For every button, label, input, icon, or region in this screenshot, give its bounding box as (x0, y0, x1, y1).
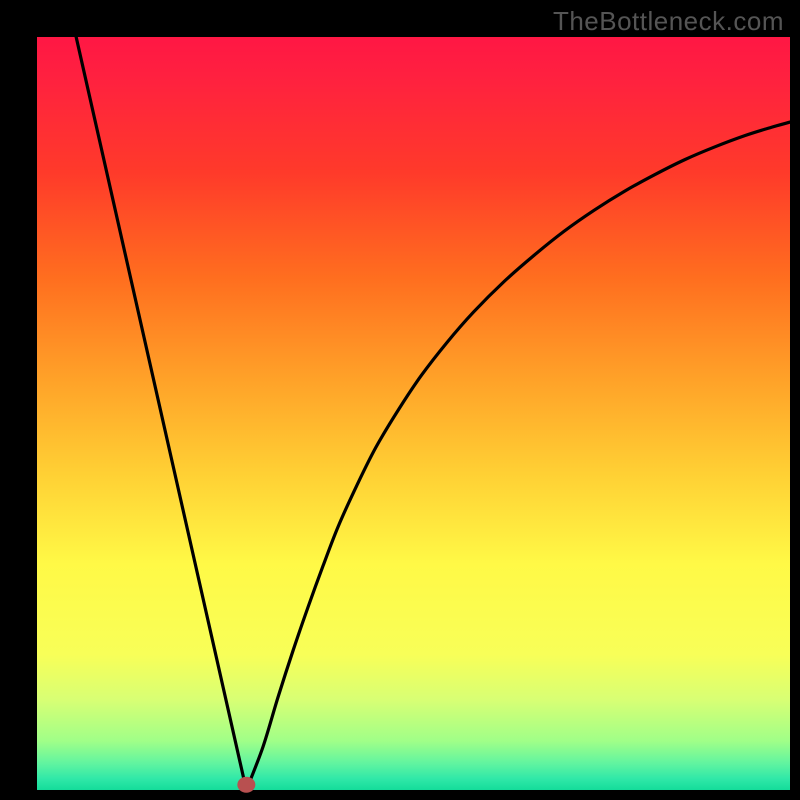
plot-area-gradient (37, 37, 790, 790)
chart-container: TheBottleneck.com (0, 0, 800, 800)
watermark-text: TheBottleneck.com (553, 6, 784, 37)
optimal-point-marker (237, 777, 255, 793)
bottleneck-chart (0, 0, 800, 800)
